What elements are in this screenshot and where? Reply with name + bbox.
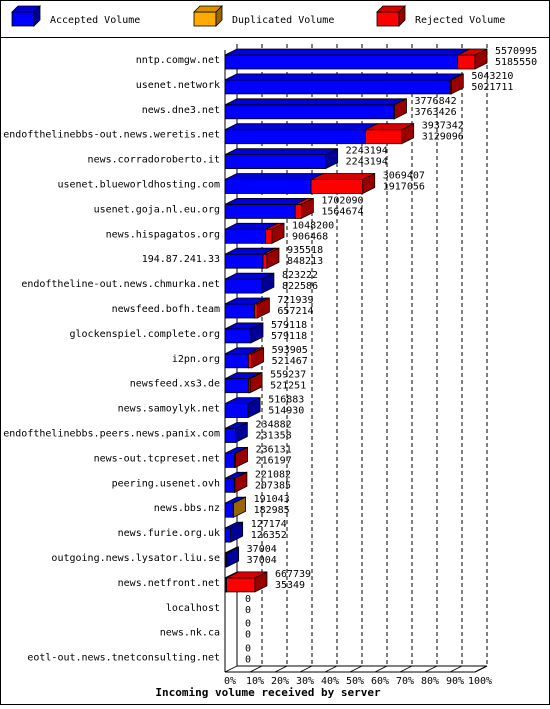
accepted-bar [225, 323, 263, 343]
server-name: newsfeed.xs3.de [130, 379, 220, 390]
accepted-value-label: 579118 [271, 331, 307, 342]
total-value-label: 1702090 [321, 195, 363, 206]
server-name: endoftheline-out.news.chmurka.net [21, 279, 220, 290]
x-tick-label: 70% [396, 676, 414, 687]
server-name: localhost [166, 603, 220, 614]
total-value-label: 823222 [282, 270, 318, 281]
accepted-bar [225, 49, 470, 69]
total-value-label: 721939 [277, 295, 313, 306]
server-name: usenet.network [136, 80, 220, 91]
server-name: nntp.comgw.net [136, 55, 220, 66]
accepted-value-label: 822586 [282, 281, 318, 292]
accepted-bar [225, 149, 338, 169]
rejected-bar [365, 124, 413, 144]
accepted-bar [225, 273, 274, 293]
accepted-value-label: 0 [245, 655, 251, 666]
total-value-label: 559237 [270, 370, 306, 381]
total-value-label: 5570995 [495, 46, 537, 57]
rejected-bar [311, 174, 375, 194]
total-value-label: 37004 [247, 544, 277, 555]
server-name: usenet.blueworldhosting.com [57, 180, 220, 191]
total-value-label: 234882 [256, 420, 292, 431]
total-value-label: 3937342 [422, 121, 464, 132]
server-name: usenet.goja.nl.eu.org [94, 204, 220, 215]
server-name: news.dne3.net [142, 105, 220, 116]
x-tick-label: 90% [446, 676, 464, 687]
accepted-bar [225, 174, 323, 194]
total-value-label: 2243194 [346, 146, 388, 157]
x-tick-label: 80% [421, 676, 439, 687]
server-name: newsfeed.bofh.team [112, 304, 220, 315]
legend-label-2: Duplicated Volume [232, 15, 334, 26]
accepted-value-label: 207385 [255, 480, 291, 491]
accepted-value-label: 514930 [268, 406, 304, 417]
total-value-label: 516883 [268, 395, 304, 406]
total-value-label: 0 [245, 644, 251, 655]
total-value-label: 1048200 [292, 220, 334, 231]
accepted-value-label: 1564674 [321, 206, 363, 217]
server-name: news.furie.org.uk [118, 528, 220, 539]
legend-label-3: Rejected Volume [415, 15, 505, 26]
total-value-label: 221082 [255, 469, 291, 480]
accepted-value-label: 126352 [251, 530, 287, 541]
total-value-label: 191043 [254, 494, 290, 505]
total-value-label: 935518 [287, 245, 323, 256]
accepted-value-label: 231358 [256, 431, 292, 442]
total-value-label: 5043210 [471, 71, 513, 82]
accepted-value-label: 216197 [256, 455, 292, 466]
server-name: news.bbs.nz [154, 503, 220, 514]
accepted-value-label: 5021711 [471, 82, 513, 93]
total-value-label: 0 [245, 619, 251, 630]
total-value-label: 579118 [271, 320, 307, 331]
accepted-bar [225, 99, 406, 119]
total-value-label: 3069407 [383, 171, 425, 182]
rejected-bar [227, 572, 267, 592]
server-name: news.netfront.net [118, 578, 220, 589]
accepted-bar [225, 124, 377, 144]
x-axis-label: Incoming volume received by server [155, 686, 381, 699]
server-name: news.nk.ca [160, 628, 220, 639]
x-tick-label: 100% [468, 676, 492, 687]
total-value-label: 127174 [251, 519, 287, 530]
total-value-label: 593905 [272, 345, 308, 356]
server-name: peering.usenet.ovh [112, 478, 220, 489]
server-name: glockenspiel.complete.org [69, 329, 220, 340]
accepted-value-label: 0 [245, 605, 251, 616]
accepted-value-label: 521251 [270, 381, 306, 392]
accepted-bar [225, 398, 260, 418]
server-name: eotl-out.news.tnetconsulting.net [27, 653, 220, 664]
accepted-value-label: 848213 [287, 256, 323, 267]
server-name: news-out.tcpreset.net [94, 453, 220, 464]
server-name: news.corradoroberto.it [88, 155, 220, 166]
total-value-label: 0 [245, 594, 251, 605]
accepted-value-label: 2243194 [346, 157, 388, 168]
server-name: endofthelinebbs.peers.news.panix.com [3, 429, 220, 440]
total-value-label: 3776842 [414, 96, 456, 107]
total-value-label: 667739 [275, 569, 311, 580]
server-name: news.hispagatos.org [106, 229, 220, 240]
accepted-value-label: 521467 [272, 356, 308, 367]
server-name: endofthelinebbs-out.news.weretis.net [3, 130, 220, 141]
accepted-value-label: 3763426 [414, 107, 456, 118]
accepted-value-label: 0 [245, 630, 251, 641]
legend-label-1: Accepted Volume [50, 15, 140, 26]
total-value-label: 236131 [256, 444, 292, 455]
accepted-value-label: 37004 [247, 555, 277, 566]
server-name: i2pn.org [172, 354, 220, 365]
accepted-value-label: 657214 [277, 306, 313, 317]
accepted-value-label: 182985 [254, 505, 290, 516]
server-name: 194.87.241.33 [142, 254, 220, 265]
accepted-value-label: 906468 [292, 231, 328, 242]
accepted-value-label: 3129096 [422, 132, 464, 143]
accepted-value-label: 5185550 [495, 57, 537, 68]
server-name: outgoing.news.lysator.liu.se [51, 553, 220, 564]
server-name: news.samoylyk.net [118, 404, 220, 415]
accepted-value-label: 1917056 [383, 182, 425, 193]
accepted-value-label: 35349 [275, 580, 305, 591]
accepted-bar [225, 74, 462, 94]
